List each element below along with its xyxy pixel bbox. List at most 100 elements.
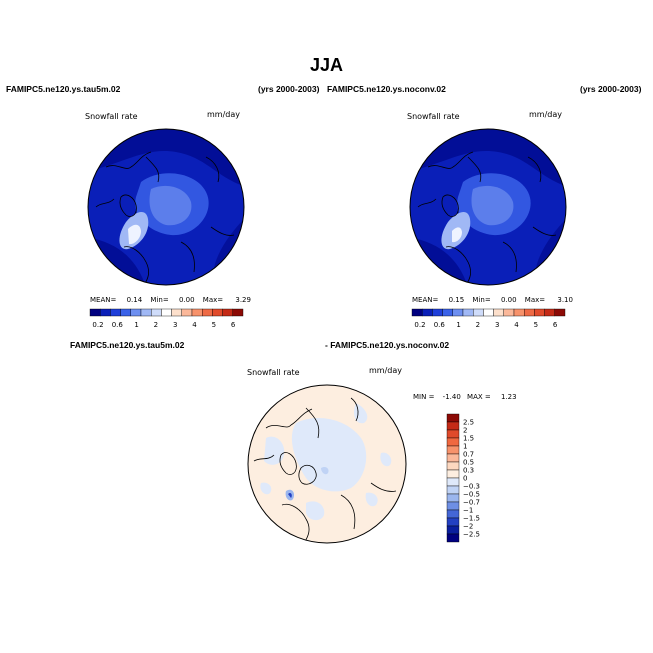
panel-1-colorbar-label: 4	[192, 321, 197, 329]
panel-1-stats: MEAN= 0.14 Min= 0.00 Max= 3.29	[90, 296, 251, 304]
difference-min-label: MIN =	[413, 393, 435, 401]
difference-colorbar-label: 0	[463, 475, 467, 483]
panel-1-colorbar-box	[232, 308, 244, 317]
panel-2-colorbar-box	[493, 308, 504, 317]
panel-1-colorbar-box	[89, 308, 101, 317]
panel-2-colorbar-label: 1	[456, 321, 460, 329]
panel-1-colorbar-label: 2	[154, 321, 158, 329]
difference-colorbar-box	[446, 509, 460, 519]
panel-2-colorbar-box	[503, 308, 515, 317]
panel-2-min-label: Min=	[472, 296, 491, 304]
panel-2-case-name: FAMIPC5.ne120.ys.noconv.02	[327, 84, 446, 94]
panel-1-colorbar-box	[171, 308, 182, 317]
panel-2-colorbar-box	[462, 308, 474, 317]
panel-1-colorbar-box	[151, 308, 162, 317]
difference-colorbar-box	[446, 437, 460, 447]
panel-1-min-value: 0.00	[178, 296, 195, 304]
panel-1-colorbar-box	[161, 308, 172, 317]
panel-2-colorbar-label: 2	[476, 321, 480, 329]
panel-1-colorbar: 0.2 0.6 1 2 3 4 5 6	[89, 308, 244, 329]
difference-max-label: MAX =	[467, 393, 491, 401]
panel-1-colorbar-label: 6	[231, 321, 236, 329]
difference-colorbar-label: −0.5	[463, 491, 480, 499]
difference-min-value: -1.40	[442, 393, 461, 401]
difference-colorbar: 2.521.510.70.50.30−0.3−0.5−0.7−1−1.5−2−2…	[446, 413, 480, 543]
panel-2-colorbar-label: 0.6	[434, 321, 446, 329]
panel-1-colorbar-label: 5	[212, 321, 216, 329]
difference-colorbar-box	[446, 429, 460, 439]
difference-colorbar-box	[446, 461, 460, 471]
panel-1-colorbar-box	[191, 308, 203, 317]
difference-minmax: MIN = -1.40 MAX = 1.23	[413, 393, 517, 401]
difference-units: mm/day	[369, 366, 402, 375]
panel-2-colorbar-box	[411, 308, 423, 317]
panel-2-mean-label: MEAN=	[412, 296, 439, 304]
panel-1-variable: Snowfall rate	[85, 112, 138, 121]
difference-colorbar-label: 2.5	[463, 419, 474, 427]
panel-2-colorbar-box	[452, 308, 464, 317]
page-title: JJA	[310, 55, 344, 75]
panel-1-max-value: 3.29	[235, 296, 251, 304]
panel-1-min-label: Min=	[150, 296, 169, 304]
panel-1-colorbar-box	[140, 308, 152, 317]
difference-colorbar-box	[446, 501, 460, 511]
panel-1-polar-map	[87, 128, 245, 286]
difference-colorbar-label: −0.7	[463, 499, 480, 507]
panel-2-years: (yrs 2000-2003)	[580, 84, 642, 94]
difference-colorbar-box	[446, 469, 460, 479]
difference-colorbar-label: 2	[463, 427, 467, 435]
panel-2-units: mm/day	[529, 110, 562, 119]
panel-2-colorbar-box	[554, 308, 566, 317]
difference-right-title: - FAMIPC5.ne120.ys.noconv.02	[325, 340, 450, 350]
panel-2-colorbar-box	[534, 308, 545, 317]
difference-colorbar-label: 0.7	[463, 451, 474, 459]
panel-2-colorbar-label: 3	[495, 321, 499, 329]
difference-colorbar-box	[446, 517, 460, 527]
difference-colorbar-box	[446, 445, 460, 455]
panel-2-colorbar-label: 5	[534, 321, 538, 329]
panel-1-case-name: FAMIPC5.ne120.ys.tau5m.02	[6, 84, 121, 94]
panel-2-colorbar-box	[513, 308, 525, 317]
panel-2-colorbar-box	[473, 308, 484, 317]
panel-2-colorbar-box	[432, 308, 443, 317]
panel-2-stats: MEAN= 0.15 Min= 0.00 Max= 3.10	[412, 296, 573, 304]
panel-2-max-value: 3.10	[557, 296, 573, 304]
panel-1-colorbar-box	[201, 308, 213, 317]
panel-1-max-label: Max=	[202, 296, 224, 304]
panel-1-years: (yrs 2000-2003)	[258, 84, 320, 94]
panel-2-colorbar-label: 0.2	[414, 321, 425, 329]
panel-1-colorbar-box	[130, 308, 142, 317]
panel-2-mean-value: 0.15	[448, 296, 465, 304]
panel-2-colorbar-box	[421, 308, 433, 317]
panel-2-polar-map	[409, 128, 567, 286]
panel-1-colorbar-box	[212, 308, 223, 317]
panel-1-colorbar-label: 1	[134, 321, 138, 329]
difference-colorbar-box	[446, 477, 460, 487]
difference-colorbar-label: −1	[463, 507, 473, 515]
panel-2-max-label: Max=	[524, 296, 546, 304]
difference-colorbar-label: 0.5	[463, 459, 474, 467]
panel-1-colorbar-label: 0.6	[112, 321, 124, 329]
difference-max-value: 1.23	[500, 393, 517, 401]
difference-colorbar-box	[446, 533, 460, 543]
difference-colorbar-box	[446, 413, 460, 423]
difference-colorbar-box	[446, 525, 460, 535]
panel-1-colorbar-box	[110, 308, 121, 317]
difference-polar-map	[247, 384, 407, 544]
difference-left-title: FAMIPC5.ne120.ys.tau5m.02	[70, 340, 185, 350]
panel-2-min-value: 0.00	[500, 296, 517, 304]
panel-2-variable: Snowfall rate	[407, 112, 460, 121]
difference-colorbar-box	[446, 421, 460, 431]
panel-2-colorbar-label: 4	[514, 321, 519, 329]
difference-colorbar-label: 1	[463, 443, 467, 451]
panel-1-mean-value: 0.14	[126, 296, 143, 304]
panel-2-colorbar: 0.2 0.6 1 2 3 4 5 6	[411, 308, 566, 329]
difference-colorbar-label: 1.5	[463, 435, 474, 443]
panel-2-colorbar-box	[544, 308, 556, 317]
difference-colorbar-box	[446, 485, 460, 495]
panel-2-colorbar-box	[483, 308, 494, 317]
panel-2-colorbar-box	[442, 308, 454, 317]
panel-1-mean-label: MEAN=	[90, 296, 117, 304]
panel-1-colorbar-label: 3	[173, 321, 177, 329]
panel-1-colorbar-box	[222, 308, 234, 317]
